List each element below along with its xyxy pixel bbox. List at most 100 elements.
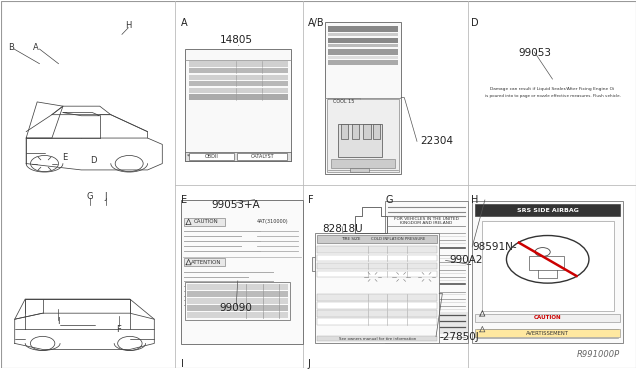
Bar	[189, 75, 288, 80]
Text: 14805: 14805	[220, 35, 253, 45]
Bar	[328, 38, 398, 43]
Bar	[317, 247, 437, 253]
Text: E: E	[62, 153, 67, 161]
Text: 82818U: 82818U	[322, 224, 362, 234]
Bar	[188, 312, 288, 318]
Bar	[317, 294, 437, 301]
Text: R991000P: R991000P	[577, 350, 620, 359]
Bar	[476, 329, 620, 337]
Text: COLD INFLATION PRESSURE: COLD INFLATION PRESSURE	[371, 237, 425, 241]
Text: F: F	[116, 325, 121, 334]
Bar	[317, 318, 437, 325]
Bar	[328, 56, 398, 58]
Bar	[327, 99, 399, 172]
Text: E: E	[181, 195, 187, 205]
Text: -27850J: -27850J	[439, 331, 479, 341]
Bar	[328, 33, 398, 36]
Text: D: D	[90, 156, 97, 165]
Bar	[189, 68, 288, 73]
Bar	[184, 218, 225, 226]
Text: is poured into to page or nozzle effective measures. Flush vehicle.: is poured into to page or nozzle effecti…	[484, 94, 620, 98]
Bar	[317, 336, 437, 341]
Bar	[325, 22, 401, 174]
Bar	[338, 124, 382, 157]
Text: H: H	[125, 21, 131, 30]
Bar	[186, 49, 291, 161]
Bar	[482, 221, 614, 311]
Bar	[317, 271, 437, 277]
Bar	[317, 310, 437, 317]
Bar	[351, 124, 359, 139]
Bar	[372, 124, 380, 139]
Text: 99053: 99053	[518, 48, 551, 58]
Text: COOL 15: COOL 15	[333, 99, 355, 104]
Bar	[184, 258, 225, 266]
Bar	[188, 284, 288, 290]
Bar	[316, 233, 439, 343]
Text: 99053+A: 99053+A	[212, 200, 260, 210]
Bar	[328, 98, 360, 104]
Polygon shape	[355, 207, 387, 233]
FancyBboxPatch shape	[476, 77, 629, 108]
Text: B: B	[8, 43, 15, 52]
Circle shape	[340, 142, 348, 147]
Text: 99090: 99090	[220, 303, 253, 313]
Text: AVERTISSEMENT: AVERTISSEMENT	[526, 331, 569, 336]
Bar	[237, 153, 287, 160]
Text: TIRE SIZE: TIRE SIZE	[340, 237, 360, 241]
Bar	[189, 61, 288, 67]
Text: J: J	[308, 359, 311, 369]
Bar	[181, 201, 303, 344]
Text: I: I	[57, 317, 60, 327]
Text: F: F	[308, 195, 314, 205]
Text: 4AT(310000): 4AT(310000)	[257, 219, 289, 224]
Text: CAUTION: CAUTION	[194, 219, 219, 224]
Text: A: A	[181, 18, 188, 28]
Bar	[188, 305, 288, 311]
Bar	[332, 159, 395, 168]
Text: OBDII: OBDII	[204, 154, 218, 158]
Bar	[385, 312, 468, 334]
Text: A: A	[33, 43, 39, 52]
Text: A/B: A/B	[308, 18, 324, 28]
Bar	[529, 256, 564, 270]
Bar	[476, 204, 620, 216]
Text: CATALYST: CATALYST	[250, 154, 274, 158]
Bar	[189, 88, 288, 93]
Text: CAUTION: CAUTION	[534, 315, 561, 320]
Bar	[341, 124, 348, 139]
Bar	[189, 94, 288, 100]
Bar	[317, 302, 437, 309]
Text: G: G	[385, 195, 393, 205]
Bar	[312, 257, 379, 271]
Bar	[186, 282, 290, 320]
Text: 990A2: 990A2	[449, 256, 483, 265]
Bar	[188, 291, 288, 297]
Bar	[317, 235, 437, 243]
Text: KINGDOM AND IRELAND: KINGDOM AND IRELAND	[401, 221, 452, 225]
Bar	[317, 254, 437, 261]
Bar	[350, 168, 369, 173]
Bar	[189, 81, 288, 86]
Text: J: J	[105, 192, 108, 201]
Text: See owners manual for tire information: See owners manual for tire information	[339, 337, 416, 341]
Text: H: H	[471, 195, 478, 205]
Circle shape	[365, 142, 374, 147]
Bar	[363, 124, 371, 139]
Bar	[328, 49, 398, 55]
Text: ATTENTION: ATTENTION	[191, 260, 221, 265]
Text: SRS SIDE AIRBAG: SRS SIDE AIRBAG	[516, 208, 579, 213]
Text: Damage can result if Liquid Sealer/After Fixing Engine Oi: Damage can result if Liquid Sealer/After…	[490, 87, 614, 90]
Bar	[189, 153, 234, 160]
Text: *: *	[187, 154, 190, 158]
Text: D: D	[471, 18, 479, 28]
Bar	[186, 152, 291, 161]
Bar	[385, 201, 468, 343]
Text: 98591N-: 98591N-	[472, 242, 517, 252]
Circle shape	[352, 142, 361, 147]
Bar	[317, 263, 437, 269]
Bar	[328, 60, 398, 65]
Bar	[328, 26, 398, 32]
Bar	[188, 298, 288, 304]
Text: FOR VEHICLES IN THE UNITED: FOR VEHICLES IN THE UNITED	[394, 217, 459, 221]
